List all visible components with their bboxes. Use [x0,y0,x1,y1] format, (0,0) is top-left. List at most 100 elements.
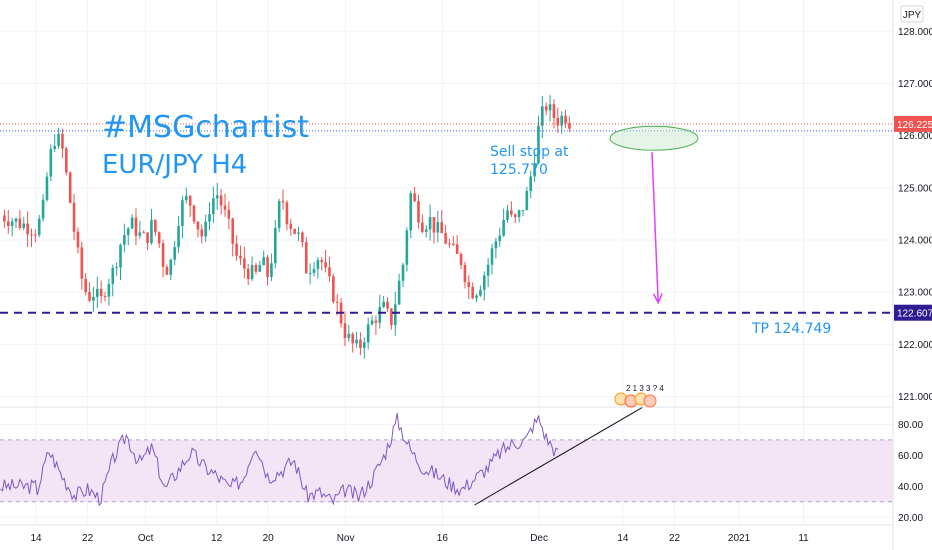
candle [119,244,122,268]
level-price-tag[interactable] [894,304,932,321]
candle [479,289,482,296]
currency-badge[interactable] [900,5,924,23]
candle [223,205,227,210]
candle [53,145,57,149]
sell-stop-label: Sell stop at [490,144,569,160]
candle [34,234,37,236]
candle [289,224,293,229]
candle [204,221,207,237]
events-label: 2 1 3 3 ? 4 [626,384,664,393]
candle [444,233,447,244]
candle [498,235,502,242]
candle [471,286,474,299]
candle [541,106,544,126]
time-tick-label: 12 [211,533,223,544]
price-pane[interactable] [0,95,893,359]
candle [84,278,87,293]
candle [192,205,196,222]
candle [111,268,115,284]
price-axis[interactable]: 128.000 127.000 126.000 125.000 124.000 123.0… [894,27,932,403]
candle [382,301,385,307]
price-tick-label: 125.000 [898,183,932,194]
time-axis[interactable]: 14 22 Oct 12 20 Nov 16 Dec 14 22 2021 11 [30,533,809,544]
candle [72,202,76,232]
candle [560,115,563,126]
candle [188,195,192,206]
target-arrow-head [652,293,663,305]
chart-subtitle: EUR/JPY H4 [102,150,247,180]
candle [3,215,6,222]
candle [513,214,517,218]
candle [459,253,463,266]
candle [235,243,238,256]
candle [95,288,99,297]
candle [88,292,91,301]
candle [552,104,556,118]
candle [347,333,351,339]
candle [409,193,413,231]
level-price-tag-label: 122.607 [897,309,932,320]
last-price-tag[interactable] [894,115,932,132]
candle [544,106,548,111]
candle [506,210,509,220]
candle [448,243,451,245]
candle [76,231,80,248]
candle [126,228,130,236]
candle [568,123,571,129]
candle [177,226,180,248]
time-tick-label: 14 [30,533,42,544]
candle [142,232,146,234]
candle [440,222,444,234]
candle [374,320,378,323]
price-tick-label: 126.000 [898,131,932,142]
candle [266,257,269,278]
candle [154,219,157,233]
candle [378,306,382,323]
event-icon[interactable] [643,394,657,408]
candle [169,259,173,275]
candle [254,264,258,272]
candle [308,272,312,274]
candle [80,247,84,279]
candle [401,264,405,281]
rsi-pane[interactable] [0,407,893,507]
candle [293,228,296,234]
candle [146,232,149,243]
candle [424,229,428,232]
candle [134,217,138,236]
candle [556,117,560,126]
price-tick-label: 127.000 [898,79,932,90]
candle [123,235,126,245]
rsi-trendline[interactable] [474,407,643,506]
candle [196,221,200,230]
time-tick-label: 22 [669,533,681,544]
price-tick-label: 123.000 [898,288,932,299]
candle [30,234,33,236]
candle [250,264,254,279]
rsi-line[interactable] [0,413,558,507]
candle [181,200,184,227]
candle [18,218,22,228]
sell-zone-ellipse[interactable] [609,125,699,151]
candle [285,202,289,225]
take-profit-label: TP 124.749 [751,321,831,337]
candle [227,209,231,219]
time-tick-label: 20 [263,533,275,544]
target-arrow-line[interactable] [651,152,659,303]
candle [99,288,103,297]
candle [366,324,370,343]
candle [320,260,324,263]
candle [138,232,142,236]
events-cluster[interactable]: 2 1 3 3 ? 4 [614,384,664,408]
candle [324,262,327,268]
candle [150,219,153,243]
candle [41,199,45,219]
rsi-axis[interactable]: 80.00 60.00 40.00 20.00 [898,420,923,524]
candle [351,333,354,344]
candle [467,282,471,287]
candle [490,248,494,265]
candle [243,258,246,269]
candle [215,195,219,199]
candle [301,232,304,243]
